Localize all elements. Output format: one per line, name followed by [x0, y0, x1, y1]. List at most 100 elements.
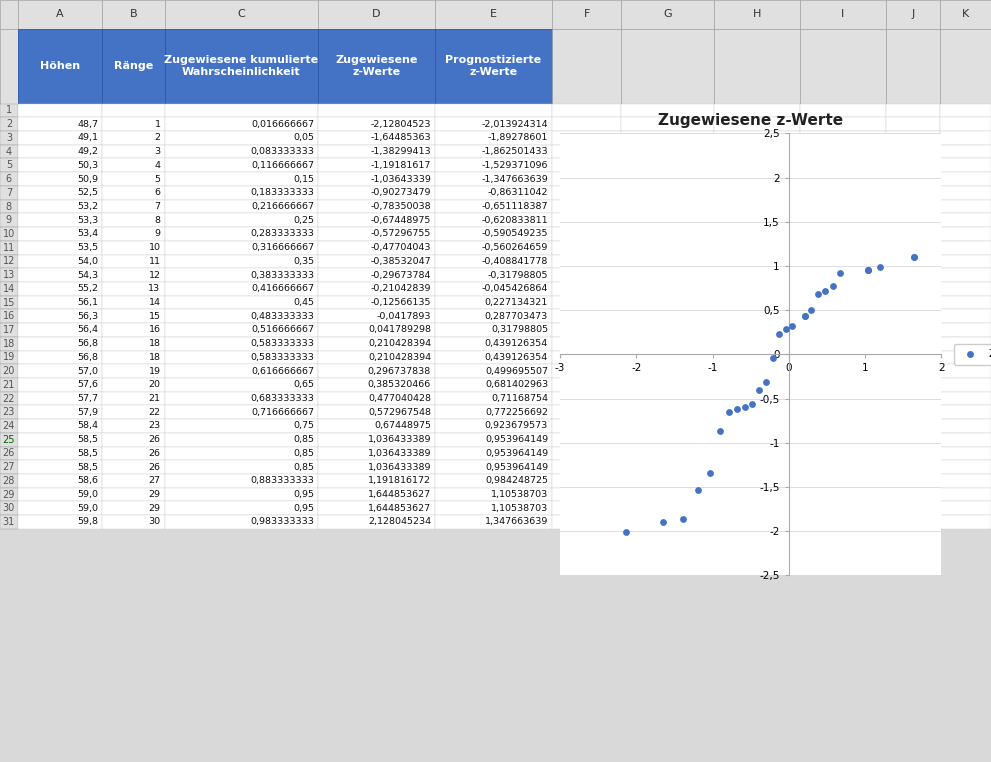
Bar	[18, 309, 102, 323]
Bar	[102, 131, 165, 145]
Bar	[714, 29, 800, 104]
Bar	[0, 145, 18, 158]
Bar	[0, 200, 18, 213]
Bar	[18, 460, 102, 474]
Bar	[18, 323, 102, 337]
Point	[784, 320, 800, 332]
Text: 18: 18	[149, 353, 161, 362]
Bar	[800, 255, 886, 268]
Bar	[102, 200, 165, 213]
Text: J: J	[912, 9, 915, 20]
Bar	[165, 131, 318, 145]
Bar	[318, 213, 435, 227]
Text: 26: 26	[3, 448, 15, 459]
Bar	[940, 296, 991, 309]
Bar	[940, 241, 991, 255]
Text: 0,287703473: 0,287703473	[485, 312, 548, 321]
Bar	[435, 474, 552, 488]
Bar	[18, 200, 102, 213]
Text: 26: 26	[149, 435, 161, 444]
Bar	[165, 145, 318, 158]
Text: 26: 26	[149, 463, 161, 472]
Bar	[714, 351, 800, 364]
Text: 0,953964149: 0,953964149	[485, 435, 548, 444]
Bar	[621, 145, 714, 158]
Text: 17: 17	[3, 325, 15, 335]
Bar	[552, 131, 621, 145]
Bar	[318, 172, 435, 186]
Bar	[318, 104, 435, 117]
Bar	[621, 200, 714, 213]
Text: 0,041789298: 0,041789298	[368, 325, 431, 335]
Bar	[552, 447, 621, 460]
Bar	[552, 501, 621, 515]
Bar	[886, 323, 940, 337]
Bar	[621, 117, 714, 131]
Bar	[552, 351, 621, 364]
Text: 27: 27	[3, 462, 15, 472]
Bar	[435, 405, 552, 419]
Bar	[940, 515, 991, 529]
Text: 0,923679573: 0,923679573	[485, 421, 548, 431]
Bar	[0, 131, 18, 145]
Bar	[0, 447, 18, 460]
Text: 30: 30	[149, 517, 161, 527]
Text: 14: 14	[149, 298, 161, 307]
Bar	[102, 268, 165, 282]
Bar	[0, 433, 18, 447]
Text: 0,416666667: 0,416666667	[251, 284, 314, 293]
Bar	[886, 282, 940, 296]
Point	[907, 251, 923, 263]
Bar	[102, 515, 165, 529]
Bar	[435, 296, 552, 309]
Bar	[714, 433, 800, 447]
Bar	[318, 447, 435, 460]
Bar	[714, 268, 800, 282]
Bar	[552, 213, 621, 227]
Text: 6: 6	[155, 188, 161, 197]
Text: G: G	[663, 9, 672, 20]
Bar	[940, 323, 991, 337]
Bar	[318, 131, 435, 145]
Point	[804, 304, 820, 316]
Bar	[714, 392, 800, 405]
Bar	[886, 392, 940, 405]
Bar	[621, 378, 714, 392]
Text: 0,439126354: 0,439126354	[485, 353, 548, 362]
Bar	[165, 405, 318, 419]
Bar	[714, 419, 800, 433]
Text: 0,477040428: 0,477040428	[368, 394, 431, 403]
Bar	[318, 186, 435, 200]
Bar	[940, 186, 991, 200]
Bar	[714, 145, 800, 158]
Bar	[0, 378, 18, 392]
Bar	[0, 0, 18, 29]
Bar	[552, 104, 621, 117]
Text: -0,408841778: -0,408841778	[482, 257, 548, 266]
Bar	[886, 447, 940, 460]
Text: 52,5: 52,5	[77, 188, 98, 197]
Bar	[800, 29, 886, 104]
Bar	[621, 0, 714, 29]
Text: 54,3: 54,3	[77, 271, 98, 280]
Bar	[552, 378, 621, 392]
Bar	[714, 158, 800, 172]
Bar	[435, 172, 552, 186]
Bar	[165, 296, 318, 309]
Bar	[552, 282, 621, 296]
Bar	[621, 447, 714, 460]
Bar	[552, 433, 621, 447]
Bar	[318, 378, 435, 392]
Bar	[435, 200, 552, 213]
Text: 0,216666667: 0,216666667	[251, 202, 314, 211]
Text: 53,5: 53,5	[77, 243, 98, 252]
Text: 15: 15	[149, 312, 161, 321]
Bar	[940, 255, 991, 268]
Bar	[552, 186, 621, 200]
Bar	[552, 309, 621, 323]
Text: -0,12566135: -0,12566135	[371, 298, 431, 307]
Bar	[714, 227, 800, 241]
Bar	[800, 172, 886, 186]
Text: 54,0: 54,0	[77, 257, 98, 266]
Bar	[102, 172, 165, 186]
